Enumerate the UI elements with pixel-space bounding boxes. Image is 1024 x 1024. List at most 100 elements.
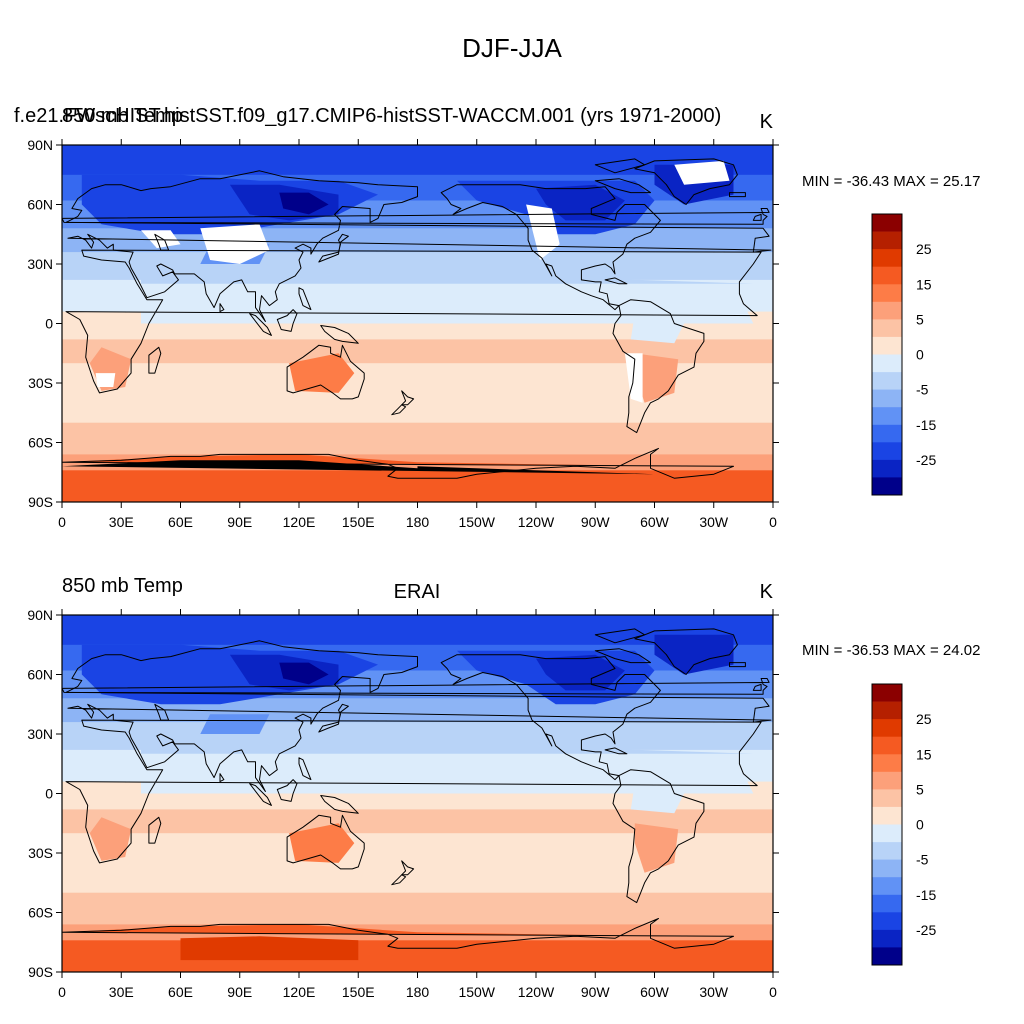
coastlines [62,158,772,479]
coastline-japan [318,233,349,263]
lat-tick-label: 60S [28,435,53,451]
lat-tick-label: 90N [27,137,53,153]
units-label: K [760,111,774,133]
lon-tick-label: 120W [518,514,555,530]
figure-title: DJF-JJA [462,33,562,63]
lon-tick-label: 120W [518,984,555,1000]
coastline-eurasia [65,170,772,322]
lon-tick-label: 0 [769,984,777,1000]
tibet [200,714,270,734]
colorbar-swatch [872,389,902,408]
coastline-greenland [634,628,738,675]
lon-tick-label: 0 [58,984,66,1000]
lat-tick-label: 30S [28,375,53,391]
coastline-iceland [729,192,746,198]
amazon [630,783,685,814]
lon-tick-label: 60W [640,514,670,530]
dataset-label: ERAI [394,581,441,603]
axis-ticks: 90N 60N 30N 0 30S 60S 90S 0 30E 60E 90E 120E 150E 180… [27,607,779,1000]
lon-tick-label: 150W [458,514,495,530]
australia-warm [289,353,355,393]
australia-warm [289,823,355,863]
colorbar-label: 15 [916,746,932,762]
coastline-antarctica [62,447,734,479]
coastline-antarctica [62,918,734,949]
coastline-cuba [604,747,628,755]
southern-africa [89,817,132,861]
lat-tick-label: 30N [27,726,53,742]
coastline-baffin [594,178,651,194]
coastline-sumatra [249,783,272,806]
lon-tick-label: 90W [581,984,611,1000]
siberian-core [279,662,329,685]
units-label: K [760,581,774,603]
temperature-field [62,145,773,502]
colorbar: 25 15 5 0 -5 -15 -25 [871,683,936,966]
colorbar-swatch [872,442,902,461]
colorbar-swatch [872,701,902,720]
coastline-australia [286,344,365,400]
canada-core [536,654,625,691]
colorbar-swatch [872,231,902,250]
colorbar-label: -25 [916,922,936,938]
colorbar-swatch [872,319,902,338]
colorbar-swatch [872,824,902,843]
coastline-newguinea [320,795,359,814]
lat-tick-label: 0 [45,786,53,802]
colorbar-label: -15 [916,887,936,903]
field-band [62,470,773,502]
colorbar-swatch [872,806,902,825]
field-band [62,892,773,925]
coastline-ellesmere [594,158,646,174]
colorbar-swatch [872,354,902,373]
colorbar-swatch [872,719,902,737]
colorbar-swatch [872,912,902,931]
field-band [62,422,773,455]
lon-tick-label: 90E [227,984,252,1000]
lon-tick-label: 120E [283,984,316,1000]
axis-ticks: 90N 60N 30N 0 30S 60S 90S 0 30E 60E 90E 120E 150E 180… [27,137,779,530]
missing-data-mask [200,224,270,264]
lat-tick-label: 60S [28,905,53,921]
coastline-borneo [276,309,298,332]
colorbar-swatch [872,266,902,285]
colorbar-label: 5 [916,311,924,327]
colorbar-swatch [872,477,902,496]
colorbar-swatch [872,301,902,320]
lat-tick-label: 90S [28,964,53,980]
coastline-uk [62,208,770,225]
coastline-cuba [604,277,628,285]
colorbar-label: -15 [916,417,936,433]
colorbar-label: -25 [916,452,936,468]
colorbar-label: -5 [916,852,929,868]
case-name-label: f.e21.FWscHIST.histSST.f09_g17.CMIP6-his… [14,105,721,127]
sahara [62,730,754,754]
canada-core [536,184,625,221]
lon-tick-label: 90E [227,514,252,530]
lat-tick-label: 60N [27,197,53,213]
lon-tick-label: 150E [342,984,375,1000]
lon-tick-label: 0 [769,514,777,530]
coastline-ireland [752,213,762,221]
coastline-japan [318,703,349,733]
lon-tick-label: 0 [58,514,66,530]
colorbar-label: 25 [916,241,932,257]
lon-tick-label: 120E [283,514,316,530]
colorbar-swatch [872,754,902,773]
colorbar-frame [871,213,903,496]
lon-tick-label: 150W [458,984,495,1000]
missing-data-mask [141,230,181,249]
coastline-eurasia [65,640,772,792]
coastlines [62,628,772,949]
lat-tick-label: 90S [28,494,53,510]
colorbar-swatch [872,284,902,303]
lon-tick-label: 180 [406,984,430,1000]
lat-tick-label: 30S [28,845,53,861]
coastline-samerica [612,299,705,434]
min-max-stats: MIN = -36.43 MAX = 25.17 [802,173,980,190]
missing-data-mask [674,160,730,185]
coastline-australia [286,814,365,870]
lat-tick-label: 90N [27,607,53,623]
